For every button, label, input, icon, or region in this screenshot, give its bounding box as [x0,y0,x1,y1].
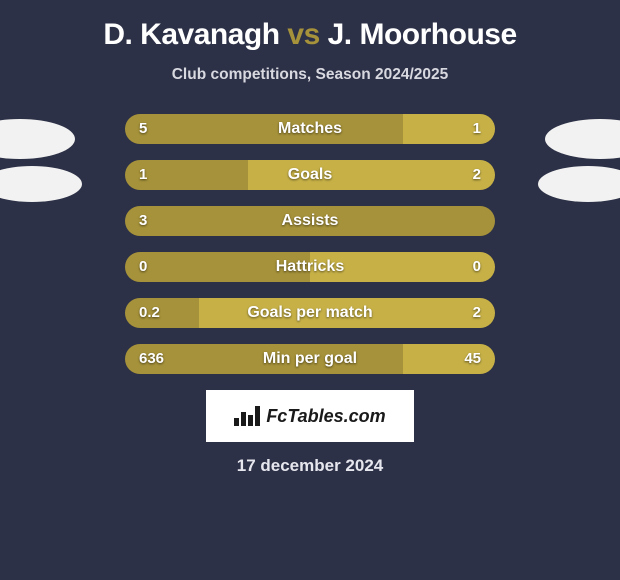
bars-icon [234,406,260,426]
bar-value-right: 0 [459,252,495,282]
title-player-left: D. Kavanagh [103,18,279,51]
chart-area: 51Matches12Goals3Assists00Hattricks0.22G… [15,114,605,374]
bar-row: 63645Min per goal [125,344,495,374]
bar-row: 51Matches [125,114,495,144]
subtitle: Club competitions, Season 2024/2025 [0,66,620,84]
bar-value-right [467,206,495,236]
bar-row: 12Goals [125,160,495,190]
bar-value-left: 0.2 [125,298,174,328]
bar-segment-left [125,114,403,144]
avatar-left-top [0,119,75,159]
date-label: 17 december 2024 [0,456,620,476]
bar-row: 3Assists [125,206,495,236]
branding-text: FcTables.com [266,406,385,427]
avatar-left-bottom [0,166,82,202]
bar-value-left: 5 [125,114,161,144]
bar-value-left: 636 [125,344,178,374]
avatar-right-top [545,119,620,159]
bar-segment-right [199,298,495,328]
bar-value-right: 45 [450,344,495,374]
bar-row: 0.22Goals per match [125,298,495,328]
bar-value-left: 1 [125,160,161,190]
title-vs: vs [287,18,319,51]
comparison-infographic: D. Kavanagh vs J. Moorhouse Club competi… [0,0,620,486]
bars-container: 51Matches12Goals3Assists00Hattricks0.22G… [125,114,495,374]
bar-value-right: 1 [459,114,495,144]
bar-value-right: 2 [459,298,495,328]
bar-row: 00Hattricks [125,252,495,282]
page-title: D. Kavanagh vs J. Moorhouse [0,18,620,52]
avatar-right-bottom [538,166,620,202]
bar-value-left: 0 [125,252,161,282]
bar-segment-left [125,206,495,236]
bar-value-left: 3 [125,206,161,236]
branding-badge: FcTables.com [206,390,414,442]
title-player-right: J. Moorhouse [328,18,517,51]
bar-value-right: 2 [459,160,495,190]
